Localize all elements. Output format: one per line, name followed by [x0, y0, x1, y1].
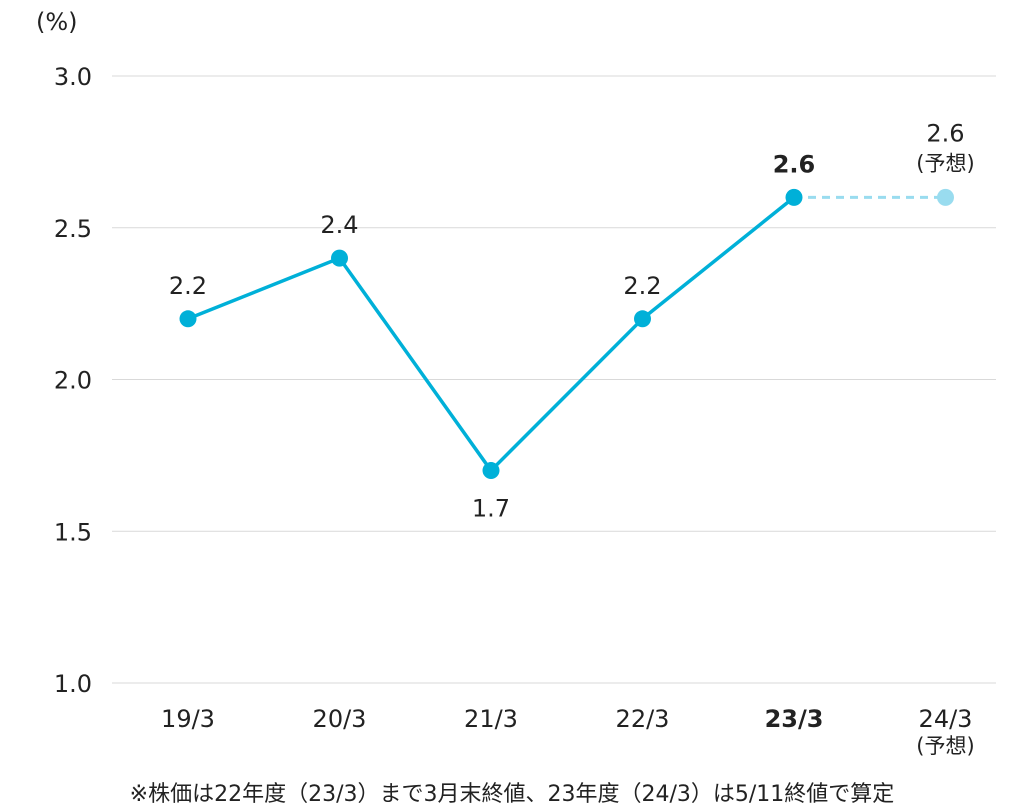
data-labels: 2.2 2.4 1.7 2.2 2.6 2.6 (予想) — [169, 119, 975, 522]
y-tick-label: 1.0 — [54, 670, 92, 698]
y-tick-label: 2.0 — [54, 367, 92, 395]
data-label: 2.6 — [773, 150, 816, 178]
data-point — [482, 462, 500, 480]
data-point — [785, 188, 803, 206]
data-label-note: (予想) — [916, 151, 974, 175]
x-tick-label: 22/3 — [616, 705, 670, 733]
series-line — [187, 196, 796, 473]
data-label: 2.2 — [169, 272, 207, 300]
data-point — [331, 249, 348, 267]
data-point — [179, 310, 197, 328]
x-tick-label: 19/3 — [161, 705, 215, 733]
y-axis-ticks: 1.0 1.5 2.0 2.5 3.0 — [54, 63, 92, 698]
x-tick-label: 20/3 — [313, 705, 367, 733]
y-tick-label: 1.5 — [54, 518, 92, 546]
x-axis-ticks: 19/3 20/3 21/3 22/3 23/3 24/3(予想) — [161, 705, 975, 758]
y-unit-label: (%) — [36, 8, 78, 36]
y-tick-label: 2.5 — [54, 215, 92, 243]
x-tick-label: 23/3 — [765, 705, 824, 733]
x-tick-note: (予想) — [916, 734, 974, 758]
x-tick-label: 21/3 — [464, 705, 518, 733]
chart-footnote: ※株価は22年度（23/3）まで3月末終値、23年度（24/3）は5/11終値で… — [129, 782, 895, 807]
data-points — [179, 188, 954, 480]
x-tick-label: 24/3 — [919, 705, 973, 733]
gridlines — [112, 75, 996, 684]
data-label: 2.2 — [623, 272, 661, 300]
forecast-point — [937, 188, 954, 206]
y-tick-label: 3.0 — [54, 63, 92, 91]
series-lines — [187, 195, 946, 473]
data-label: 2.6 — [926, 119, 964, 147]
data-label: 2.4 — [320, 211, 358, 239]
data-label: 1.7 — [472, 495, 510, 523]
data-point — [634, 310, 651, 328]
